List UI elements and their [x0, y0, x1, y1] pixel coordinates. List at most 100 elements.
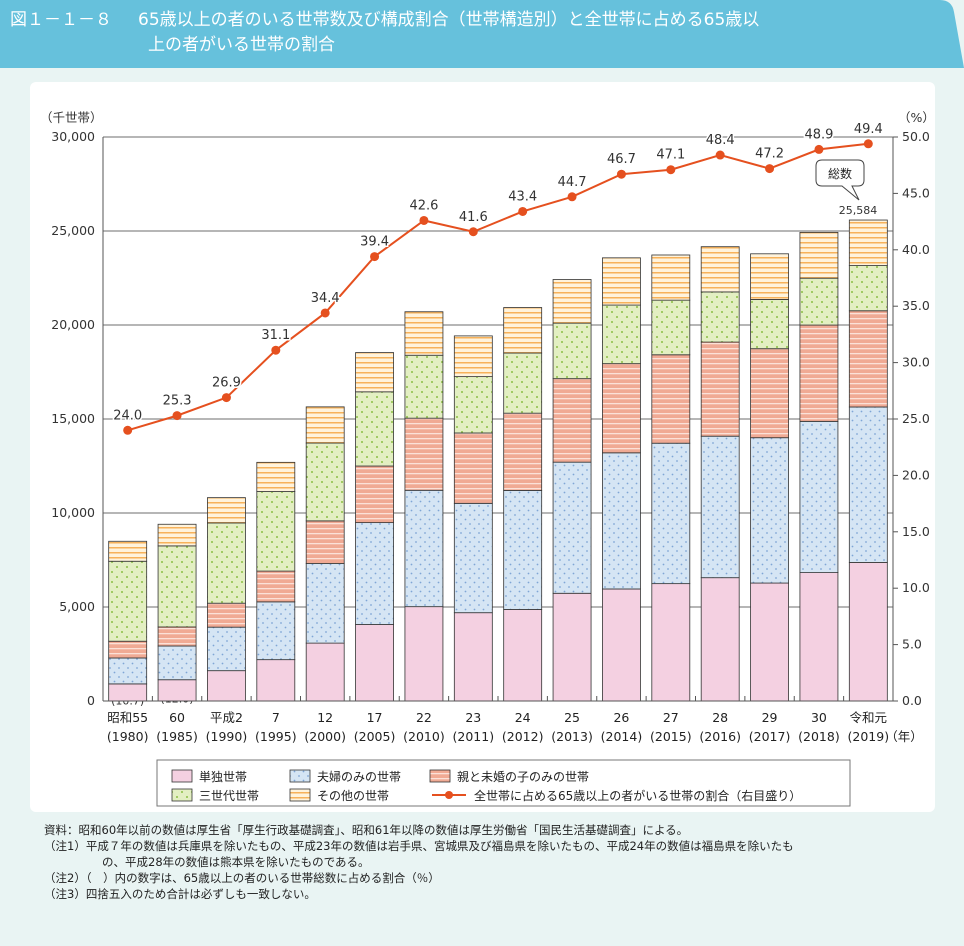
- bar-segment-single: [700, 577, 740, 702]
- bar-segment-couple: [602, 452, 641, 590]
- line-value-label: 25.3: [163, 394, 192, 409]
- y-tick-label: 5,000: [59, 599, 95, 614]
- line-value-label: 43.4: [508, 189, 537, 204]
- line-value-label: 24.0: [113, 408, 142, 423]
- bar-segment-couple: [453, 502, 493, 614]
- figure-title: 図１－１－８ 65歳以上の者のいる世帯数及び構成割合（世帯構造別）と全世帯に占める…: [10, 8, 759, 58]
- bar-segment-couple: [207, 626, 246, 672]
- note-2: （注2）（ ）内の数字は、65歳以上の者のいる世帯総数に占める割合（％）: [44, 871, 440, 885]
- bar-stack: [552, 279, 592, 702]
- x-tick-year: (1980): [107, 729, 149, 744]
- bar-segment-three_generation: [552, 322, 592, 380]
- bar-stack: [799, 231, 839, 702]
- legend-swatch-three_generation: [171, 788, 193, 802]
- bar-stack: [404, 311, 444, 702]
- line-point: [765, 164, 775, 174]
- bar-segment-single: [305, 642, 345, 702]
- bar-segment-other: [651, 254, 691, 301]
- bar-segment-other: [256, 461, 296, 492]
- bar-segment-three_generation: [157, 545, 197, 628]
- bar-segment-parent_child: [503, 412, 543, 491]
- note-1-cont: の、平成28年の数値は熊本県を除いたものである。: [102, 855, 370, 869]
- bar-segment-other: [453, 335, 493, 378]
- bar-segment-other: [503, 307, 543, 354]
- notes: 資料：昭和60年以前の数値は厚生省「厚生行政基礎調査」、昭和61年以降の数値は厚…: [44, 822, 794, 902]
- bar-segment-parent_child: [404, 417, 444, 491]
- bar-segment-single: [848, 562, 888, 702]
- x-tick-year: (2011): [453, 729, 495, 744]
- legend-swatch-parent_child: [429, 769, 451, 783]
- x-tick-label: 25: [564, 710, 580, 725]
- bar-stack: [700, 246, 740, 702]
- bar-segment-other: [305, 406, 345, 444]
- bar-segment-parent_child: [700, 341, 740, 437]
- bar-stack: [750, 253, 789, 702]
- y-tick-label: 25,000: [51, 223, 95, 238]
- bar-segment-parent_child: [305, 520, 345, 564]
- legend-label-parent_child: 親と未婚の子のみの世帯: [457, 770, 589, 784]
- x-tick-label: 12: [317, 710, 333, 725]
- x-tick-label: 24: [515, 710, 531, 725]
- title-line-1: 65歳以上の者のいる世帯数及び構成割合（世帯構造別）と全世帯に占める65歳以: [138, 10, 760, 30]
- line-value-label: 39.4: [360, 235, 389, 250]
- x-tick-year: (2016): [699, 729, 741, 744]
- legend-label-three_generation: 三世代世帯: [199, 789, 259, 803]
- x-tick-year: (2015): [650, 729, 692, 744]
- bar-segment-three_generation: [700, 291, 740, 343]
- figure-header: 図１－１－８ 65歳以上の者のいる世帯数及び構成割合（世帯構造別）と全世帯に占める…: [0, 0, 964, 68]
- line-value-label: 41.6: [459, 210, 488, 225]
- bar-stack: [453, 335, 493, 702]
- bar-segment-other: [355, 352, 394, 393]
- y2-tick-label: 50.0: [902, 129, 930, 144]
- bar-segment-single: [404, 606, 444, 702]
- x-tick-label: 28: [712, 710, 728, 725]
- bar-segment-other: [700, 246, 740, 293]
- line-point: [863, 139, 873, 149]
- line-point: [616, 169, 626, 179]
- bar-segment-other: [799, 231, 839, 279]
- bar-segment-parent_child: [750, 348, 789, 439]
- line-value-label: 48.9: [804, 127, 833, 142]
- bar-segment-couple: [848, 406, 888, 563]
- bar-segment-couple: [651, 442, 691, 585]
- legend-line-marker: [445, 791, 453, 799]
- x-tick-year: (2012): [502, 729, 544, 744]
- x-tick-year: (2019): [848, 729, 890, 744]
- line-series: [127, 142, 869, 432]
- x-tick-label: 平成2: [210, 710, 243, 725]
- bar-segment-three_generation: [108, 560, 148, 642]
- line-point: [715, 150, 725, 160]
- note-source: 資料：昭和60年以前の数値は厚生省「厚生行政基礎調査」、昭和61年以降の数値は厚…: [44, 823, 689, 837]
- bar-segment-three_generation: [207, 522, 246, 604]
- x-tick-label: 昭和55: [107, 710, 148, 725]
- bar-segment-parent_child: [157, 626, 197, 647]
- x-axis-unit: （年）: [885, 729, 923, 744]
- bar-stack: [157, 523, 197, 702]
- bar-stack: [651, 254, 691, 702]
- x-tick-label: 30: [811, 710, 827, 725]
- bar-segment-three_generation: [651, 299, 691, 356]
- note-3: （注3）四捨五入のため合計は必ずしも一致しない。: [44, 887, 316, 901]
- x-tick-label: 60: [169, 710, 185, 725]
- bar-segment-parent_child: [651, 354, 691, 444]
- y-tick-label: 15,000: [51, 411, 95, 426]
- total-callout: 総数 25,584: [815, 159, 879, 219]
- y2-tick-label: 35.0: [902, 298, 930, 313]
- x-tick-label: 7: [272, 710, 280, 725]
- bar-segment-other: [108, 540, 148, 562]
- x-tick-year: (2005): [354, 729, 396, 744]
- x-tick-label: 26: [613, 710, 629, 725]
- y2-tick-label: 40.0: [902, 242, 930, 257]
- bar-segment-three_generation: [848, 265, 888, 312]
- bar-segment-three_generation: [305, 442, 345, 522]
- bar-segment-single: [503, 609, 543, 702]
- line-point: [271, 345, 281, 355]
- bar-segment-single: [552, 592, 592, 702]
- x-tick-year: (2000): [304, 729, 346, 744]
- header-banner: [0, 0, 964, 68]
- line-value-label: 34.4: [311, 291, 340, 306]
- x-tick-year: (1985): [156, 729, 198, 744]
- x-tick-label: 23: [465, 710, 481, 725]
- y2-tick-label: 5.0: [902, 637, 922, 652]
